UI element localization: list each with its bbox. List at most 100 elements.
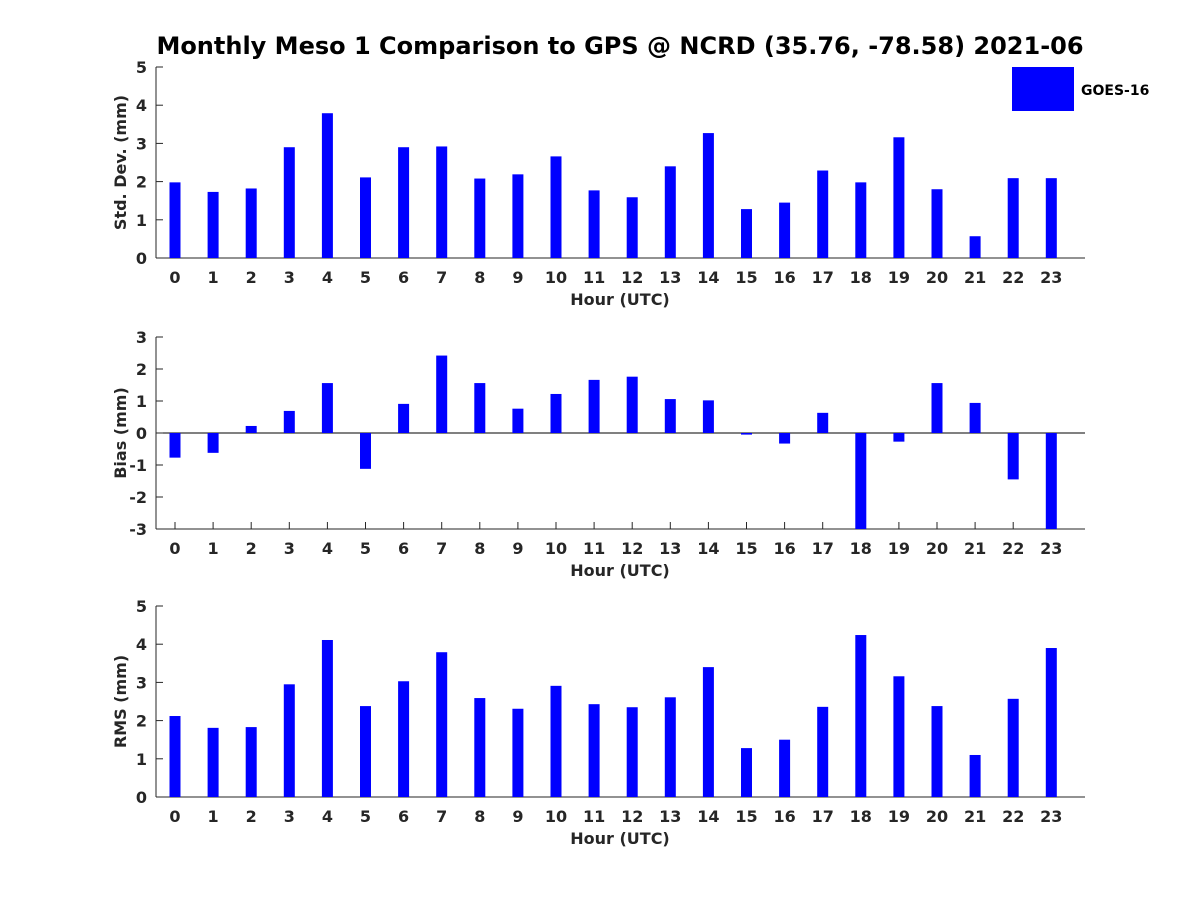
bar-hour-1 <box>207 727 219 797</box>
x-tick-label: 15 <box>735 807 757 826</box>
bar-hour-19 <box>893 676 905 797</box>
bar-hour-2 <box>245 425 257 433</box>
bar-hour-16 <box>779 433 791 444</box>
x-tick-label: 0 <box>169 539 180 558</box>
bar-hour-7 <box>436 652 448 797</box>
bar-hour-9 <box>512 708 524 797</box>
bar-hour-9 <box>512 408 524 433</box>
x-tick-label: 19 <box>888 539 910 558</box>
y-tick-label: -3 <box>129 520 147 539</box>
x-tick-label: 18 <box>850 539 872 558</box>
bar-hour-5 <box>360 177 371 258</box>
bar-hour-11 <box>588 379 600 433</box>
bar-hour-3 <box>283 410 295 433</box>
x-tick-label: 13 <box>659 268 681 287</box>
y-axis-label: Bias (mm) <box>111 387 130 479</box>
bar-hour-21 <box>969 236 981 258</box>
x-tick-label: 6 <box>398 539 409 558</box>
bar-hour-18 <box>855 182 867 258</box>
x-tick-label: 2 <box>246 539 257 558</box>
bar-hour-13 <box>664 697 676 797</box>
bar-hour-8 <box>474 383 486 433</box>
bar-hour-0 <box>169 716 181 797</box>
bar-hour-15 <box>741 433 752 435</box>
y-tick-label: 4 <box>136 96 147 115</box>
x-axis-label: Hour (UTC) <box>570 290 670 309</box>
y-tick-label: 3 <box>136 673 147 692</box>
x-tick-label: 0 <box>169 807 180 826</box>
bar-hour-15 <box>741 748 752 797</box>
bar-hour-1 <box>207 433 219 453</box>
x-tick-label: 1 <box>208 807 219 826</box>
x-tick-label: 6 <box>398 268 409 287</box>
bar-hour-16 <box>779 202 791 258</box>
bar-hour-6 <box>398 403 410 433</box>
y-tick-label: -1 <box>129 456 147 475</box>
bar-hour-4 <box>321 113 333 258</box>
bar-hour-1 <box>207 191 219 258</box>
y-tick-label: 5 <box>136 58 147 77</box>
bar-hour-7 <box>436 355 448 433</box>
bar-hour-22 <box>1007 433 1019 480</box>
x-tick-label: 21 <box>964 807 986 826</box>
bar-hour-21 <box>969 754 981 797</box>
bar-hour-8 <box>474 698 486 797</box>
x-tick-label: 21 <box>964 268 986 287</box>
x-tick-label: 10 <box>545 807 567 826</box>
bar-hour-17 <box>817 706 829 797</box>
x-tick-label: 10 <box>545 539 567 558</box>
bar-hour-0 <box>169 182 181 258</box>
bar-hour-8 <box>474 178 486 258</box>
x-tick-label: 12 <box>621 268 643 287</box>
x-tick-label: 3 <box>284 268 295 287</box>
x-tick-label: 20 <box>926 807 948 826</box>
legend-label: GOES-16 <box>1081 83 1149 99</box>
bar-hour-14 <box>702 667 714 797</box>
y-tick-label: 2 <box>136 173 147 192</box>
x-tick-label: 19 <box>888 268 910 287</box>
x-tick-label: 5 <box>360 268 371 287</box>
y-tick-label: 1 <box>136 750 147 769</box>
legend-swatch <box>1012 67 1074 111</box>
bar-hour-23 <box>1045 178 1057 258</box>
x-axis-label: Hour (UTC) <box>570 829 670 848</box>
bar-hour-14 <box>702 133 714 258</box>
bar-hour-22 <box>1007 178 1019 258</box>
bar-hour-20 <box>931 706 943 797</box>
bar-hour-18 <box>855 635 867 797</box>
bar-hour-9 <box>512 174 524 258</box>
x-tick-label: 14 <box>697 268 719 287</box>
x-tick-label: 16 <box>773 539 795 558</box>
bar-hour-3 <box>283 147 295 258</box>
x-tick-label: 11 <box>583 807 605 826</box>
x-tick-label: 6 <box>398 807 409 826</box>
legend: GOES-16 <box>1012 67 1149 111</box>
bar-hour-7 <box>436 146 448 258</box>
bar-hour-4 <box>321 383 333 433</box>
bar-hour-19 <box>893 137 905 258</box>
x-tick-label: 5 <box>360 539 371 558</box>
bar-hour-12 <box>626 376 638 433</box>
x-tick-label: 20 <box>926 268 948 287</box>
x-tick-label: 10 <box>545 268 567 287</box>
x-tick-label: 16 <box>773 807 795 826</box>
x-tick-label: 2 <box>246 268 257 287</box>
x-tick-label: 9 <box>512 807 523 826</box>
x-axis-label: Hour (UTC) <box>570 561 670 580</box>
x-tick-label: 3 <box>284 539 295 558</box>
bar-hour-19 <box>893 433 905 442</box>
x-tick-label: 13 <box>659 807 681 826</box>
bar-hour-10 <box>550 393 562 433</box>
x-tick-label: 22 <box>1002 807 1024 826</box>
x-tick-label: 20 <box>926 539 948 558</box>
bar-hour-17 <box>817 412 829 433</box>
x-tick-label: 22 <box>1002 268 1024 287</box>
bar-hour-10 <box>550 685 562 797</box>
bar-hour-20 <box>931 383 943 433</box>
x-tick-label: 15 <box>735 539 757 558</box>
bar-hour-11 <box>588 704 600 797</box>
bar-hour-6 <box>398 147 410 258</box>
bar-hour-13 <box>664 166 676 258</box>
